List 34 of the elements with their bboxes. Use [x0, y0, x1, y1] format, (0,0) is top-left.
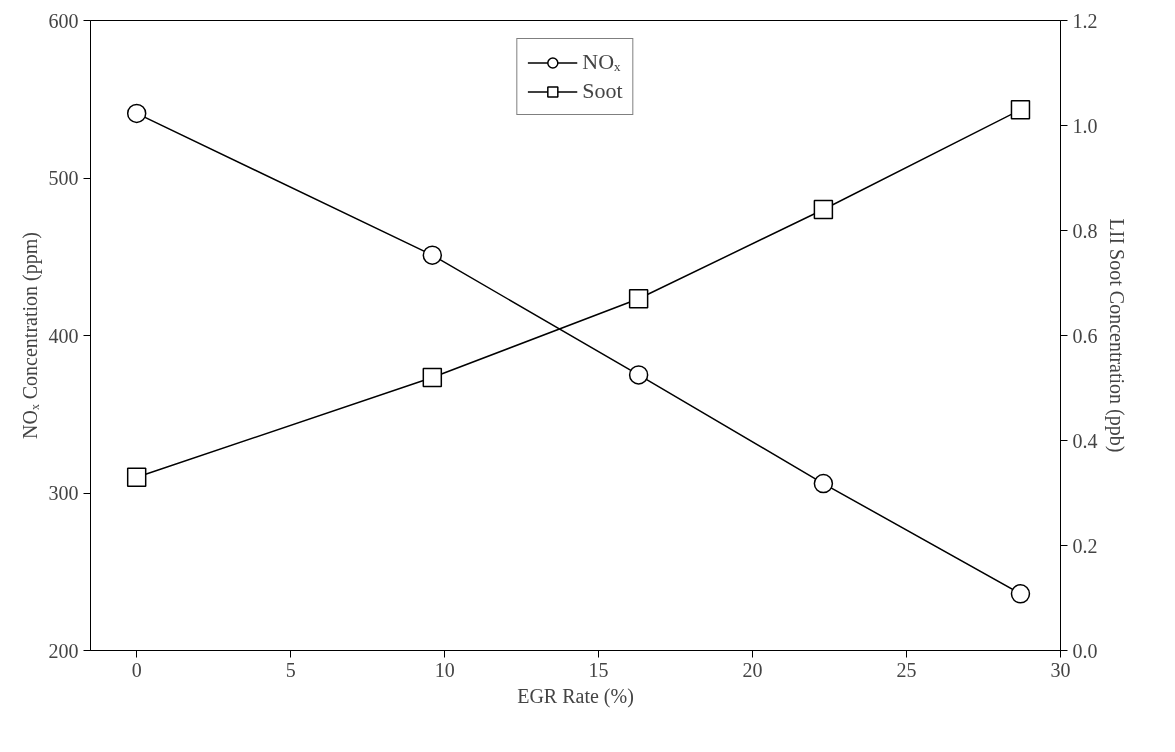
point: [813, 473, 834, 494]
point: [813, 199, 834, 220]
point: [628, 365, 649, 385]
y2-tick-label: 0.0: [1072, 639, 1098, 662]
point: [126, 467, 147, 487]
y2-tick-label: 0.2: [1072, 534, 1098, 557]
x-tick-label: 15: [588, 658, 609, 681]
x-tick-label: 10: [434, 658, 455, 681]
y2-tick-label: 0.6: [1072, 324, 1098, 347]
point: [126, 103, 147, 124]
x-tick-label: 30: [1050, 658, 1071, 681]
x-tick-label: 25: [896, 658, 917, 681]
y2-tick-label: 0.4: [1072, 429, 1098, 452]
y-tick-label: 200: [48, 639, 79, 662]
y-tick-label: 300: [48, 482, 79, 504]
x-tick-label: 5: [285, 658, 296, 681]
y-tick-label: 600: [48, 9, 79, 32]
legend-label: Soot: [582, 78, 623, 104]
y-tick-label: 500: [48, 167, 79, 189]
legend-label: NOₓ: [582, 49, 621, 75]
y2-tick-label: 1.0: [1072, 114, 1098, 137]
y2-tick-label: 1.2: [1072, 9, 1098, 32]
point: [422, 367, 443, 388]
point: [422, 245, 443, 265]
y2-tick-label: 0.8: [1072, 219, 1098, 242]
point: [628, 289, 649, 309]
y-tick-label: 400: [48, 324, 79, 347]
x-tick-label: 20: [742, 658, 763, 681]
y2-axis-title: LII Soot Concentration (ppb): [1104, 218, 1128, 453]
point: [1010, 584, 1031, 604]
x-tick-label: 0: [131, 658, 142, 681]
y-axis-title: NOₓ Concentration (ppm): [18, 232, 42, 439]
x-axis-title: EGR Rate (%): [517, 684, 634, 708]
point: [1010, 100, 1031, 120]
